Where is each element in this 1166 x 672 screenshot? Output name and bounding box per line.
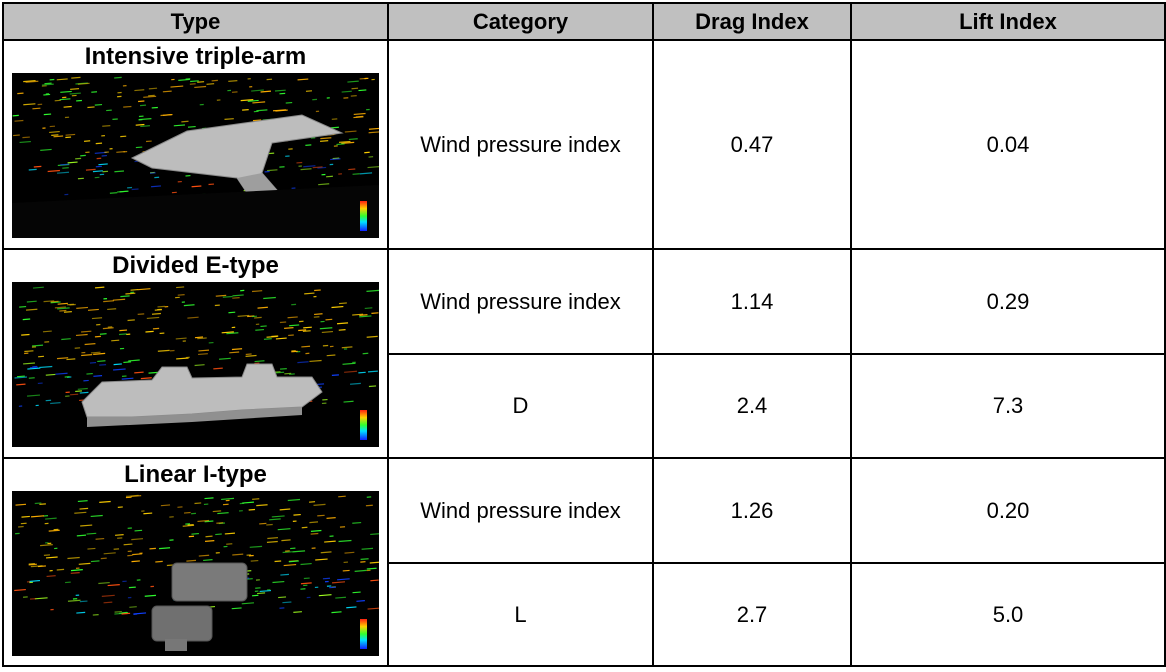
- lift-index-cell: 7.3: [850, 353, 1166, 459]
- category-cell: Wind pressure index: [387, 39, 654, 250]
- header-drag-index: Drag Index: [652, 2, 852, 41]
- table-row: Linear I-type: [2, 457, 1166, 667]
- header-row: Type Category Drag Index Lift Index: [2, 2, 1166, 41]
- category-cell: D: [387, 353, 654, 459]
- type-title: Intensive triple-arm: [84, 43, 307, 70]
- table-row: Divided E-type: [2, 248, 1166, 459]
- cfd-image-triple-arm: [12, 73, 379, 238]
- drag-index-cell: 0.47: [652, 39, 852, 250]
- type-title: Divided E-type: [112, 252, 279, 279]
- lift-index-cell: 0.29: [850, 248, 1166, 355]
- table-row: Intensive triple-arm: [2, 39, 1166, 250]
- drag-index-cell: 1.14: [652, 248, 852, 355]
- header-lift-index: Lift Index: [850, 2, 1166, 41]
- category-cell: Wind pressure index: [387, 457, 654, 564]
- drag-index-cell: 2.7: [652, 562, 852, 667]
- lift-index-cell: 0.04: [850, 39, 1166, 250]
- cfd-image-linear-i-type: [12, 491, 379, 656]
- category-cell: Wind pressure index: [387, 248, 654, 355]
- table-row: L 2.7 5.0: [3, 562, 1166, 667]
- cfd-image-divided-e-type: [12, 282, 379, 447]
- type-cell: Divided E-type: [2, 248, 389, 459]
- table-row: D 2.4 7.3: [3, 353, 1166, 459]
- type-cell: Linear I-type: [2, 457, 389, 667]
- header-category: Category: [387, 2, 654, 41]
- type-cell: Intensive triple-arm: [2, 39, 389, 250]
- category-cell: L: [387, 562, 654, 667]
- lift-index-cell: 0.20: [850, 457, 1166, 564]
- drag-index-cell: 1.26: [652, 457, 852, 564]
- drag-index-cell: 2.4: [652, 353, 852, 459]
- header-type: Type: [2, 2, 389, 41]
- type-title: Linear I-type: [124, 461, 267, 488]
- lift-index-cell: 5.0: [850, 562, 1166, 667]
